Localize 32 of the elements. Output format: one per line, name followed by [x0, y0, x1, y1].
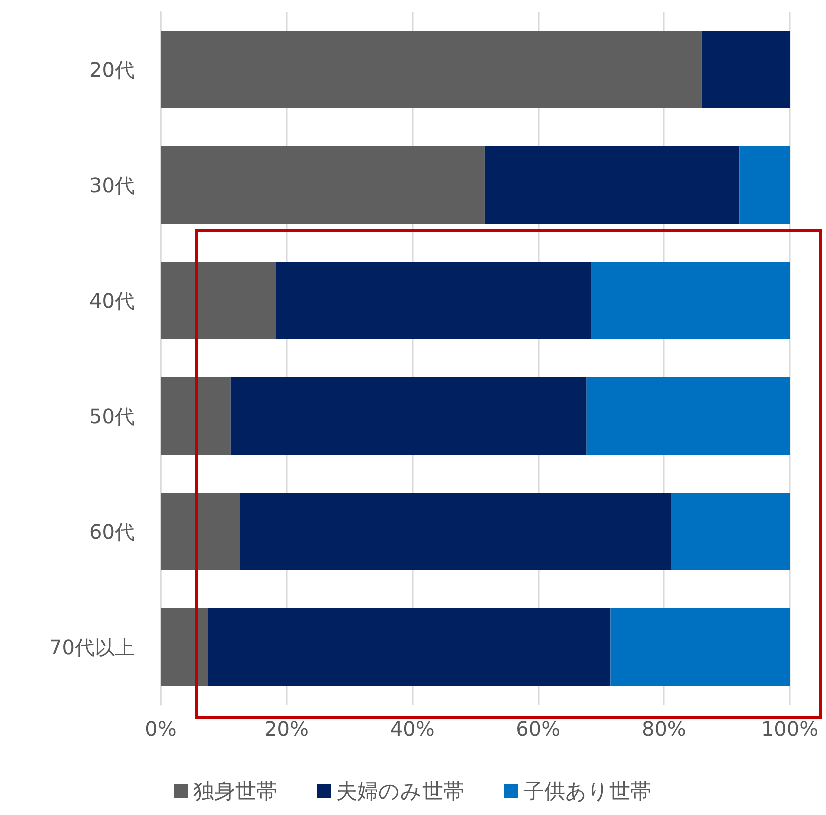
bar	[610, 608, 790, 686]
bar	[592, 262, 790, 340]
y-tick-label: 30代	[90, 173, 135, 198]
x-tick-label: 20%	[264, 717, 310, 741]
x-tick-label: 60%	[516, 717, 561, 741]
x-tick-label: 40%	[390, 717, 435, 741]
bar	[161, 262, 276, 340]
y-tick-label: 40代	[90, 288, 135, 313]
x-tick-label: 80%	[642, 717, 686, 741]
bar	[702, 31, 790, 108]
bar	[230, 378, 587, 455]
x-tick-label: 0%	[145, 717, 177, 741]
y-tick-label: 60代	[90, 520, 135, 544]
bar	[161, 378, 231, 455]
y-tick-label: 20代	[90, 58, 135, 82]
bar	[276, 262, 592, 340]
bar	[586, 378, 790, 455]
bar	[161, 493, 240, 570]
bar	[161, 608, 208, 686]
bar	[161, 146, 485, 224]
y-tick-label: 50代	[90, 404, 135, 428]
bar	[208, 608, 611, 686]
y-tick-label: 70代以上	[50, 635, 135, 660]
bar	[671, 493, 790, 570]
bar	[161, 31, 702, 108]
x-tick-label: 100%	[761, 717, 819, 741]
bar	[740, 146, 790, 224]
legend-label: 子供あり世帯	[524, 780, 652, 804]
bar	[240, 493, 672, 570]
bar	[484, 146, 740, 224]
legend-label: 独身世帯	[194, 780, 278, 804]
legend-label: 夫婦のみ世帯	[336, 780, 464, 804]
